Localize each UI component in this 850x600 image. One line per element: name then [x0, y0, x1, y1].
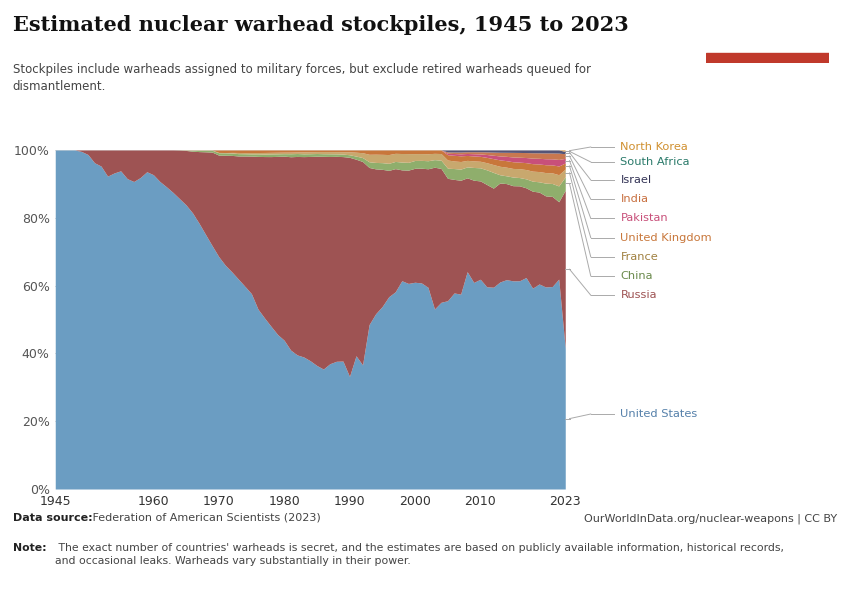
Text: The exact number of countries' warheads is secret, and the estimates are based o: The exact number of countries' warheads … [55, 543, 785, 566]
Text: Israel: Israel [620, 175, 652, 185]
Text: in Data: in Data [743, 35, 791, 48]
Text: China: China [620, 271, 653, 281]
Text: Stockpiles include warheads assigned to military forces, but exclude retired war: Stockpiles include warheads assigned to … [13, 63, 591, 93]
Text: Our World: Our World [734, 17, 801, 31]
Text: Pakistan: Pakistan [620, 214, 668, 223]
Text: Note:: Note: [13, 543, 47, 553]
Text: France: France [620, 252, 658, 262]
Text: North Korea: North Korea [620, 142, 688, 152]
Text: United Kingdom: United Kingdom [620, 233, 712, 242]
Text: Federation of American Scientists (2023): Federation of American Scientists (2023) [89, 513, 321, 523]
Text: India: India [620, 194, 649, 204]
Text: United States: United States [620, 409, 698, 419]
Text: Estimated nuclear warhead stockpiles, 1945 to 2023: Estimated nuclear warhead stockpiles, 19… [13, 15, 628, 35]
Text: South Africa: South Africa [620, 157, 690, 167]
Text: OurWorldInData.org/nuclear-weapons | CC BY: OurWorldInData.org/nuclear-weapons | CC … [584, 513, 837, 523]
Bar [706, 53, 829, 63]
Text: Data source:: Data source: [13, 513, 93, 523]
Text: Russia: Russia [620, 290, 657, 300]
